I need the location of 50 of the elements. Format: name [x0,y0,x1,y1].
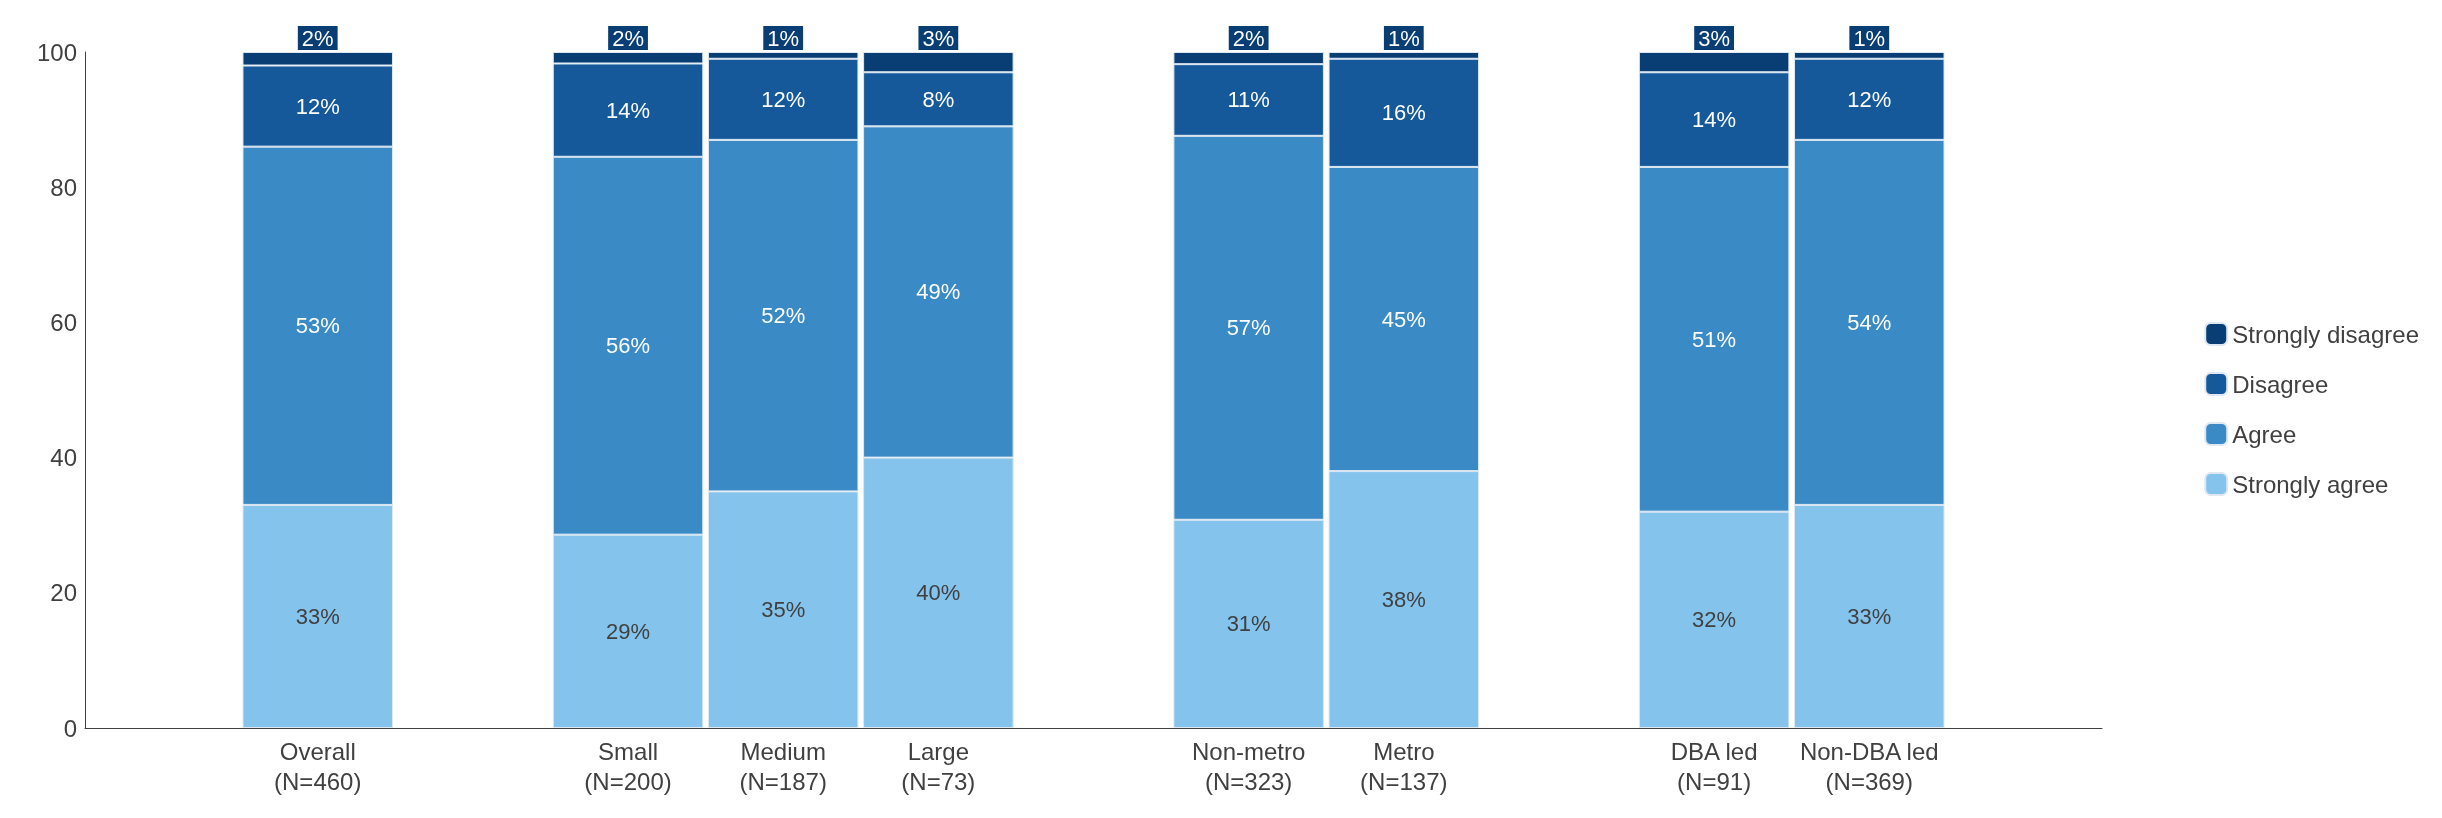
data-label: 35% [761,597,806,623]
legend-label: Disagree [2232,370,2329,398]
data-label: 57% [1226,315,1271,341]
data-label: 31% [1226,611,1271,637]
data-label: 8% [922,86,955,112]
y-tick-label: 100 [36,38,77,66]
data-label: 1% [1853,25,1886,51]
x-tick-label: Metro (N=137) [1360,737,1448,795]
data-label: 14% [1692,107,1737,133]
data-label: 11% [1227,87,1270,113]
x-tick-label: Non-metro (N=323) [1191,737,1306,795]
data-label: 1% [1387,25,1420,51]
data-label: 49% [916,279,961,305]
x-tick-label: Large (N=73) [901,737,976,795]
data-label: 1% [767,25,800,51]
data-label: 56% [606,333,651,359]
x-tick-label: Small (N=200) [584,737,672,795]
data-label: 38% [1381,587,1426,613]
data-label: 32% [1692,607,1737,633]
x-tick-label: DBA led (N=91) [1670,737,1758,795]
x-tick-label: Medium (N=187) [739,737,827,795]
y-tick-label: 80 [50,173,77,201]
data-label: 14% [606,97,651,123]
data-label: 51% [1692,326,1737,352]
data-label: 2% [1232,25,1265,51]
y-tick-label: 40 [50,444,77,472]
data-label: 3% [1698,25,1731,51]
data-label: 12% [295,93,340,119]
data-label: 29% [606,618,651,644]
legend-label: Agree [2232,420,2297,448]
legend-label: Strongly disagree [2232,320,2420,348]
x-tick-label: Overall (N=460) [274,737,362,795]
data-label: 3% [922,25,955,51]
data-label: 2% [612,25,644,51]
data-label: 54% [1847,309,1892,335]
data-label: 16% [1381,100,1426,126]
y-tick-label: 0 [63,714,77,742]
data-label: 2% [301,25,334,51]
y-tick-label: 20 [50,579,77,607]
data-label: 33% [1847,603,1892,629]
x-tick-label: Non-DBA led (N=369) [1799,737,1939,795]
data-label: 40% [916,580,961,606]
legend-label: Strongly agree [2232,470,2389,498]
y-tick-label: 60 [50,308,77,336]
data-label: 33% [295,603,340,629]
data-label: 12% [1847,86,1892,112]
data-label: 45% [1381,306,1426,332]
data-label: 53% [295,313,340,339]
data-label: 52% [761,303,806,329]
data-label: 12% [761,86,806,112]
